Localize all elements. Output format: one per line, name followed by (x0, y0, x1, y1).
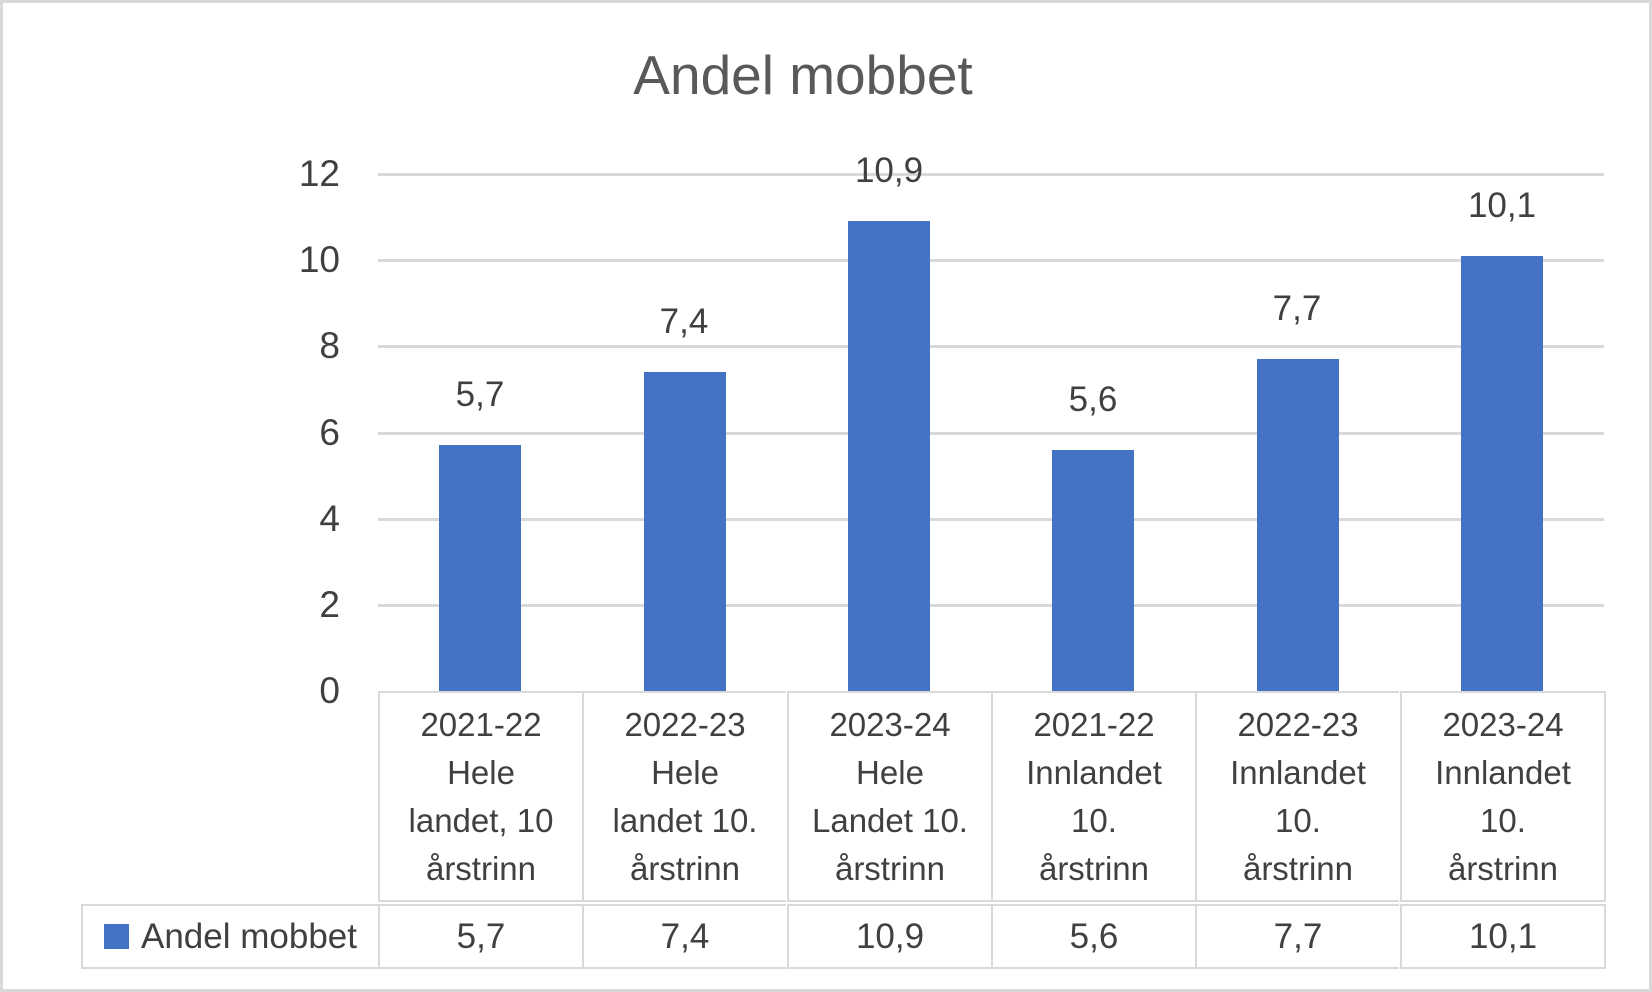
data-table-value-cell: 5,6 (991, 904, 1195, 969)
bar (1052, 450, 1134, 691)
category-label-cell: 2021-22 Innlandet 10. årstrinn (991, 691, 1195, 902)
gridline (378, 432, 1604, 435)
data-table-value-cell: 7,4 (582, 904, 786, 969)
gridline (378, 345, 1604, 348)
y-axis-tick-label: 8 (319, 325, 340, 366)
category-label-cell: 2021-22 Hele landet, 10 årstrinn (378, 691, 582, 902)
y-axis-tick-label: 6 (319, 412, 340, 453)
bar-value-label: 7,4 (659, 302, 709, 341)
data-table-value-cell: 10,9 (787, 904, 991, 969)
bar-value-label: 5,6 (1068, 380, 1118, 419)
bar-value-label: 5,7 (455, 375, 505, 414)
chart-title: Andel mobbet (633, 44, 973, 106)
category-label-cell: 2022-23 Innlandet 10. årstrinn (1195, 691, 1399, 902)
y-axis-tick-label: 10 (298, 239, 340, 280)
gridline (378, 604, 1604, 607)
data-table-value-cell: 10,1 (1400, 904, 1606, 969)
gridline (378, 259, 1604, 262)
bar-value-label: 10,1 (1467, 186, 1537, 225)
y-axis-tick-label: 0 (319, 670, 340, 711)
bar-value-label: 7,7 (1272, 289, 1322, 328)
bar (848, 221, 930, 691)
category-label-cell: 2022-23 Hele landet 10. årstrinn (582, 691, 786, 902)
legend-swatch-icon (104, 924, 129, 949)
data-table-value-cell: 7,7 (1195, 904, 1399, 969)
data-table-row-header: Andel mobbet (81, 904, 378, 969)
y-axis-tick-label: 12 (298, 153, 340, 194)
bar (1257, 359, 1339, 691)
bar (644, 372, 726, 691)
gridline (378, 173, 1604, 176)
category-label-cell: 2023-24 Hele Landet 10. årstrinn (787, 691, 991, 902)
y-axis-tick-label: 2 (319, 584, 340, 625)
y-axis-tick-label: 4 (319, 498, 340, 539)
data-table-value-cell: 5,7 (378, 904, 582, 969)
bar (1461, 256, 1543, 691)
category-label-cell: 2023-24 Innlandet 10. årstrinn (1400, 691, 1606, 902)
bar-value-label: 10,9 (854, 151, 924, 190)
bar (439, 445, 521, 691)
legend-label: Andel mobbet (141, 916, 357, 956)
gridline (378, 518, 1604, 521)
